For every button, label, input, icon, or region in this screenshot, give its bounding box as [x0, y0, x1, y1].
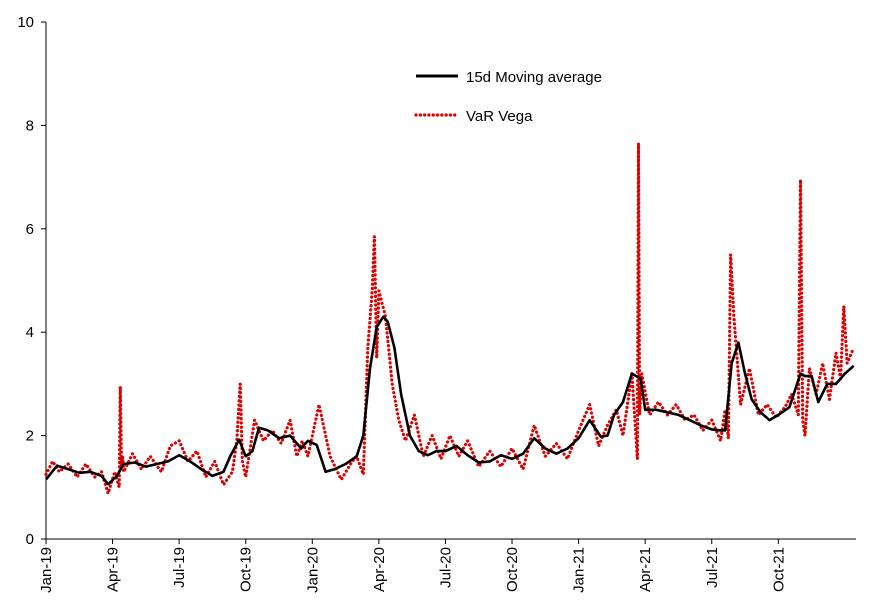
x-tick-label: Jul-21 — [704, 547, 721, 588]
x-tick-label: Jul-19 — [171, 547, 188, 588]
x-tick-label: Apr-20 — [371, 547, 388, 592]
x-tick-label: Oct-21 — [770, 547, 787, 592]
x-tick-label: Apr-19 — [105, 547, 122, 592]
x-tick-label: Jan-21 — [571, 547, 588, 593]
legend-label-moving-average: 15d Moving average — [466, 69, 602, 86]
y-tick-label: 6 — [26, 221, 34, 238]
y-tick-label: 10 — [17, 14, 34, 31]
y-tick-label: 8 — [26, 117, 34, 134]
x-tick-label: Oct-20 — [504, 547, 521, 592]
x-tick-label: Jul-20 — [437, 547, 454, 588]
y-tick-label: 4 — [26, 324, 34, 341]
x-tick-label: Apr-21 — [637, 547, 654, 592]
x-tick-label: Oct-19 — [238, 547, 255, 592]
series-line-moving-average — [44, 315, 855, 486]
x-tick-labels: Jan-19 Apr-19 Jul-19 Oct-19 Jan-20 Apr-20 Jul-… — [38, 547, 787, 593]
series-layer — [44, 141, 856, 496]
x-tick-label: Jan-19 — [38, 547, 55, 593]
axes — [41, 21, 856, 544]
series-line-var-vega — [44, 141, 856, 496]
y-tick-label: 2 — [26, 428, 34, 445]
y-tick-label: 0 — [26, 531, 34, 548]
x-tick-label: Jan-20 — [304, 547, 321, 593]
y-tick-labels: 0 2 4 6 8 10 — [17, 14, 34, 548]
legend: 15d Moving average VaR Vega — [414, 69, 602, 125]
legend-label-var-vega: VaR Vega — [466, 108, 533, 125]
